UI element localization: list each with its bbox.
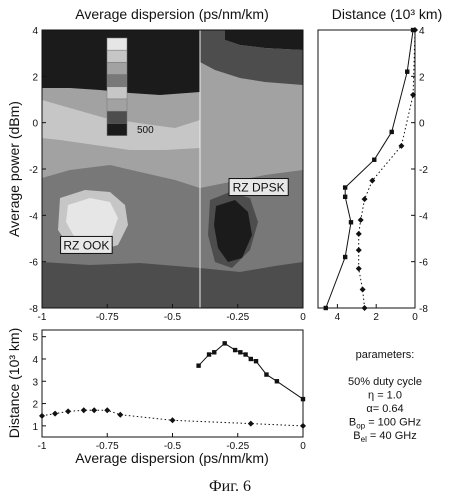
right-title: Distance (10³ km) <box>332 6 442 22</box>
bottom-x-tick-label: 0 <box>300 441 306 452</box>
parameter-text: η = 1.0 <box>368 390 402 402</box>
colorbar-swatch <box>107 62 127 74</box>
contour-y-tick-label: 4 <box>32 26 38 37</box>
right-y-tick-label: 0 <box>419 119 425 130</box>
contour-x-tick-label: -1 <box>38 312 47 323</box>
parameter-line: η = 1.0 <box>368 390 402 402</box>
right-square-marker <box>390 130 394 134</box>
bottom-square-marker <box>233 348 237 352</box>
colorbar-swatch <box>107 87 127 99</box>
parameters-heading: parameters: <box>356 349 415 361</box>
contour-x-tick-label: -0.25 <box>226 312 249 323</box>
parameter-line: Bel = 40 GHz <box>353 430 416 444</box>
contour-regions <box>42 30 303 308</box>
bottom-panel: -1-0.75-0.5-0.250 54321 Average dispersi… <box>6 328 306 466</box>
contour-panel: 500 RZ DPSK RZ OOK -1 -0.75 -0.5 -0.25 0 4 2 0 -… <box>6 6 306 323</box>
bottom-y-tick-label: 3 <box>32 377 38 388</box>
right-square-marker <box>405 70 409 74</box>
bottom-square-marker <box>223 341 227 345</box>
region-label: RZ OOK <box>63 238 109 252</box>
bottom-square-marker <box>243 352 247 356</box>
bottom-square-marker <box>196 363 200 367</box>
right-square-marker <box>324 306 328 310</box>
parameters-block: parameters: 50% duty cycle η = 1.0α= 0.64… <box>348 349 422 444</box>
right-square-marker <box>349 220 353 224</box>
right-square-marker <box>343 185 347 189</box>
bottom-y-tick-label: 4 <box>32 355 38 366</box>
bottom-square-marker <box>207 352 211 356</box>
bottom-xlabel: Average dispersion (ps/nm/km) <box>75 450 268 466</box>
contour-ylabel: Average power (dBm) <box>6 101 22 237</box>
right-square-marker <box>343 195 347 199</box>
figure-caption: Фиг. 6 <box>209 478 251 495</box>
parameters-lines: 50% duty cycle η = 1.0α= 0.64 Bop = 100 GH… <box>348 376 422 444</box>
contour-y-tick-label: 0 <box>32 119 38 130</box>
colorbar-swatch <box>107 38 127 50</box>
right-y-tick-label: -2 <box>419 165 428 176</box>
colorbar-swatch <box>107 50 127 62</box>
colorbar-swatch <box>107 99 127 111</box>
parameter-text: B <box>353 430 360 442</box>
bottom-ylabel: Distance (10³ km) <box>6 328 22 438</box>
region-label: RZ DPSK <box>233 181 285 195</box>
contour-x-tick-label: -0.75 <box>96 312 119 323</box>
right-y-tick-label: 4 <box>419 26 425 37</box>
colorbar <box>107 38 127 136</box>
bottom-x-tick-label: -1 <box>38 441 47 452</box>
right-title-text: Distance (10³ km) <box>332 6 442 22</box>
right-frame <box>318 30 415 308</box>
parameter-line: Bop = 100 GHz <box>349 417 421 431</box>
parameter-text: B <box>349 417 356 429</box>
contour-y-tick-label: -6 <box>29 258 38 269</box>
right-y-tick-label: -8 <box>419 304 428 315</box>
right-x-tick-label: 0 <box>412 312 418 323</box>
contour-region-bottom <box>42 262 303 308</box>
right-square-marker <box>372 158 376 162</box>
right-y-tick-label: -6 <box>419 258 428 269</box>
colorbar-swatch <box>107 75 127 87</box>
bottom-square-marker <box>301 397 305 401</box>
right-panel: 4 2 0 4 2 0 -2 -4 -6 -8 Distance (10³ km) <box>318 6 442 323</box>
contour-y-tick-label: -2 <box>29 165 38 176</box>
scale-label: 500 <box>137 125 154 136</box>
bottom-y-tick-label: 2 <box>32 400 38 411</box>
bottom-square-marker <box>249 357 253 361</box>
parameter-line: α= 0.64 <box>366 403 403 415</box>
bottom-square-marker <box>264 372 268 376</box>
bottom-square-marker <box>275 379 279 383</box>
right-x-tick-label: 2 <box>373 312 379 323</box>
parameter-text: α= 0.64 <box>366 403 403 415</box>
contour-title: Average dispersion (ps/nm/km) <box>75 6 268 22</box>
parameter-text: 50% duty cycle <box>348 376 422 388</box>
colorbar-swatch <box>107 111 127 123</box>
parameter-line: 50% duty cycle <box>348 376 422 388</box>
bottom-square-marker <box>212 350 216 354</box>
right-y-tick-label: -4 <box>419 211 428 222</box>
contour-y-tick-label: 2 <box>32 72 38 83</box>
bottom-square-marker <box>238 350 242 354</box>
contour-x-tick-label: 0 <box>300 312 306 323</box>
parameter-value: = 40 GHz <box>367 430 417 442</box>
colorbar-swatch <box>107 123 127 135</box>
right-y-tick-label: 2 <box>419 72 425 83</box>
bottom-y-tick-label: 1 <box>32 422 38 433</box>
contour-region-ook-inner <box>66 198 118 242</box>
parameter-value: = 100 GHz <box>365 417 421 429</box>
bottom-square-marker <box>254 359 258 363</box>
right-square-marker <box>343 255 347 259</box>
contour-y-tick-label: -8 <box>29 304 38 315</box>
contour-x-tick-label: -0.5 <box>164 312 182 323</box>
bottom-y-tick-label: 5 <box>32 333 38 344</box>
contour-y-tick-label: -4 <box>29 211 38 222</box>
right-x-tick-label: 4 <box>335 312 341 323</box>
